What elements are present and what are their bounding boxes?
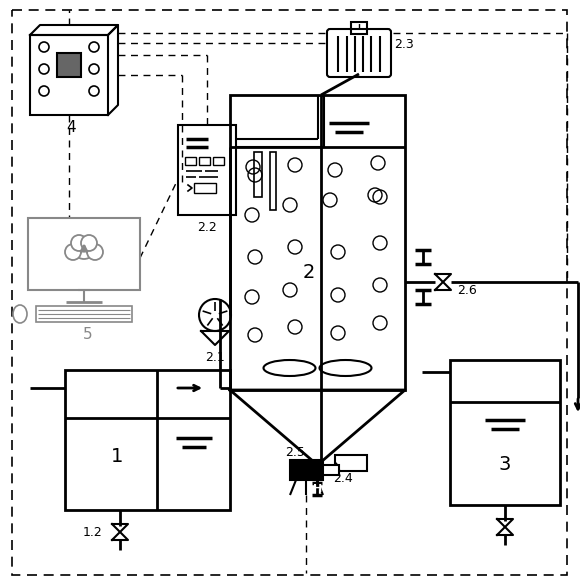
Text: 3: 3 — [499, 455, 511, 474]
Bar — [185, 157, 196, 165]
Circle shape — [87, 244, 103, 260]
Text: 2.1: 2.1 — [205, 350, 225, 363]
Text: 2.3: 2.3 — [394, 38, 414, 50]
Bar — [270, 152, 276, 210]
Text: H: H — [313, 484, 322, 494]
Bar — [450, 360, 560, 505]
Text: 1: 1 — [111, 447, 124, 466]
Circle shape — [81, 235, 97, 251]
Text: 2.5: 2.5 — [285, 446, 305, 458]
Bar — [351, 22, 367, 34]
Bar — [36, 306, 132, 322]
Bar — [230, 95, 405, 390]
Bar — [213, 157, 224, 165]
Bar — [254, 152, 262, 197]
Bar — [199, 157, 210, 165]
Bar — [57, 53, 81, 77]
Text: 1.2: 1.2 — [82, 525, 102, 538]
Bar — [335, 455, 368, 471]
Bar — [65, 370, 230, 510]
Text: 4: 4 — [66, 120, 76, 134]
Circle shape — [73, 237, 95, 259]
Text: 2.6: 2.6 — [457, 284, 477, 296]
Text: 2.4: 2.4 — [334, 473, 353, 485]
Text: 5: 5 — [83, 326, 93, 342]
Bar — [290, 460, 323, 480]
Bar — [194, 183, 216, 193]
Text: 2: 2 — [303, 262, 315, 282]
Bar — [30, 35, 108, 115]
FancyBboxPatch shape — [327, 29, 391, 77]
Bar — [323, 465, 339, 475]
Circle shape — [65, 244, 81, 260]
Bar — [178, 125, 236, 215]
Circle shape — [71, 235, 87, 251]
Text: 2.2: 2.2 — [197, 221, 217, 234]
Bar — [28, 218, 140, 290]
